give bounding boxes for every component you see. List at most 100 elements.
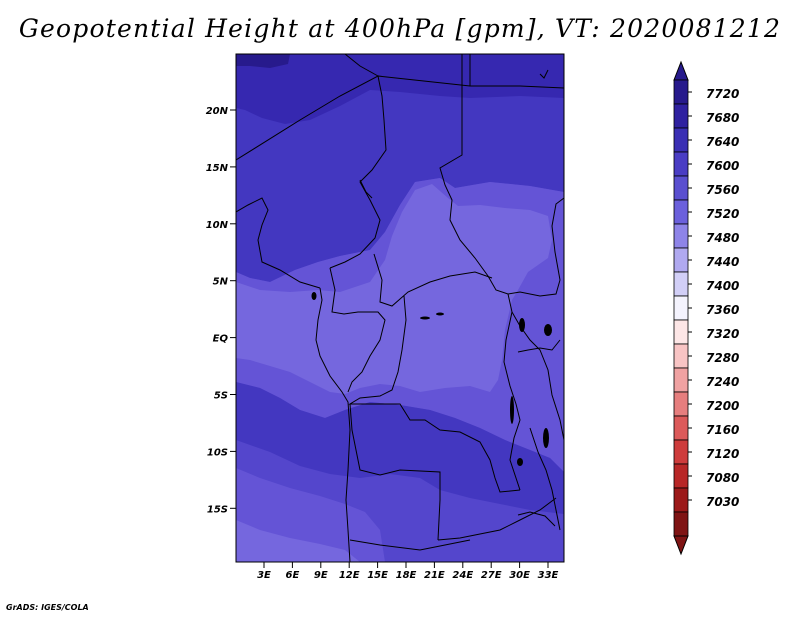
lake-tanganyika xyxy=(510,396,514,424)
colorbar-label: 7600 xyxy=(706,159,739,173)
colorbar-min-arrow xyxy=(673,535,689,556)
contour-7520 xyxy=(236,184,552,394)
border-drc xyxy=(348,295,521,493)
colorbar-label: 7440 xyxy=(706,255,739,269)
lat-tick-label: 15N xyxy=(206,163,229,174)
colorbar-segment xyxy=(673,79,689,105)
colorbar-segment xyxy=(673,343,689,369)
country-borders xyxy=(236,54,564,562)
colorbar-segment xyxy=(673,295,689,321)
contour-7680-north xyxy=(236,54,564,124)
colorbar-label: 7120 xyxy=(706,447,739,461)
longitude-axis: 3E 6E 9E 12E 15E 18E 21E 24E 27E 30E 33E xyxy=(257,562,559,581)
lat-tick-label: 5N xyxy=(213,277,229,288)
credit-label: GrADS: IGES/COLA xyxy=(6,603,89,612)
colorbar-segment xyxy=(673,127,689,153)
colorbar-label: 7520 xyxy=(706,207,739,221)
contour-7520-southwest xyxy=(236,520,360,562)
colorbar-label: 7280 xyxy=(706,351,739,365)
colorbar-segment xyxy=(673,103,689,129)
latitude-axis: 20N 15N 10N 5N EQ 5S 10S 15S xyxy=(206,106,236,515)
border-car-south xyxy=(373,253,493,307)
lat-tick-label: 15S xyxy=(207,504,228,515)
coastline-west-africa xyxy=(236,197,321,289)
lakes xyxy=(311,292,552,466)
colorbar-label: 7360 xyxy=(706,303,739,317)
colorbar-segment xyxy=(673,367,689,393)
colorbar-label: 7560 xyxy=(706,183,739,197)
lat-tick-label: EQ xyxy=(213,334,229,345)
coastline-central-africa xyxy=(315,287,351,562)
colorbar-segment xyxy=(673,487,689,513)
lake-marker xyxy=(436,312,444,316)
colorbar-max-arrow xyxy=(673,60,689,81)
colorbar-segment xyxy=(673,439,689,465)
colorbar-label: 7400 xyxy=(706,279,739,293)
colorbar-segment xyxy=(673,391,689,417)
lon-tick-label: 15E xyxy=(367,570,388,581)
colorbar-label: 7320 xyxy=(706,327,739,341)
lon-tick-label: 24E xyxy=(452,570,473,581)
colorbar-segment xyxy=(673,511,689,537)
colorbar-segment xyxy=(673,175,689,201)
border-namibia xyxy=(349,539,471,551)
border-niger-nigeria-cameroon xyxy=(236,75,387,269)
colorbar-segment xyxy=(673,199,689,225)
border-uganda xyxy=(517,339,561,353)
border-niger-north xyxy=(344,54,379,77)
border-chad-sudan xyxy=(439,54,564,297)
colorbar-label: 7240 xyxy=(706,375,739,389)
colorbar-label: 7680 xyxy=(706,111,739,125)
lake-marker xyxy=(420,316,430,320)
lat-tick-label: 20N xyxy=(206,106,229,117)
border-libya-egypt xyxy=(469,54,564,89)
colorbar-segment xyxy=(673,151,689,177)
field-contours xyxy=(236,54,564,562)
border-zambia-south xyxy=(437,497,557,541)
lake-albert xyxy=(519,318,525,332)
colorbar-label: 7030 xyxy=(706,495,739,509)
border-nigeria-cameroon-north xyxy=(359,179,373,199)
border-malawi xyxy=(529,427,561,531)
colorbar-label: 7720 xyxy=(706,87,739,101)
border-chad-niger xyxy=(377,75,471,87)
colorbar-label: 7160 xyxy=(706,423,739,437)
lon-tick-label: 3E xyxy=(257,570,271,581)
coast-egypt-feature xyxy=(539,69,549,79)
lon-tick-label: 33E xyxy=(538,570,559,581)
lat-tick-label: 10N xyxy=(206,220,229,231)
lat-tick-label: 10S xyxy=(207,447,228,458)
lon-tick-label: 9E xyxy=(314,570,328,581)
colorbar-segment xyxy=(673,415,689,441)
colorbar-label: 7640 xyxy=(706,135,739,149)
border-great-lakes xyxy=(503,311,521,491)
lake-marker xyxy=(311,292,317,300)
contour-7720-north xyxy=(236,54,290,68)
lat-tick-label: 5S xyxy=(214,391,228,402)
colorbar-segment xyxy=(673,247,689,273)
lake-malawi xyxy=(543,428,549,448)
colorbar-segment xyxy=(673,463,689,489)
colorbar-segment xyxy=(673,271,689,297)
colorbar-segment xyxy=(673,223,689,249)
colorbar: 7720 7680 7640 7600 7560 7520 7480 7440 7400 7360… xyxy=(673,60,739,556)
lon-tick-label: 30E xyxy=(509,570,530,581)
lon-tick-label: 27E xyxy=(481,570,502,581)
border-east-africa xyxy=(507,293,564,441)
colorbar-segment xyxy=(673,319,689,345)
lon-tick-label: 21E xyxy=(424,570,445,581)
colorbar-label: 7480 xyxy=(706,231,739,245)
lon-tick-label: 18E xyxy=(396,570,417,581)
map-frame xyxy=(235,53,565,563)
colorbar-label: 7080 xyxy=(706,471,739,485)
colorbar-label: 7200 xyxy=(706,399,739,413)
lon-tick-label: 6E xyxy=(286,570,300,581)
lake-kyoga xyxy=(544,324,552,336)
lake-mweru xyxy=(517,458,523,466)
lake-kariba xyxy=(517,511,556,527)
border-cameroon-gabon-congo xyxy=(329,267,386,393)
lon-tick-label: 12E xyxy=(339,570,360,581)
map-title: Geopotential Height at 400hPa [gpm], VT:… xyxy=(18,14,782,43)
